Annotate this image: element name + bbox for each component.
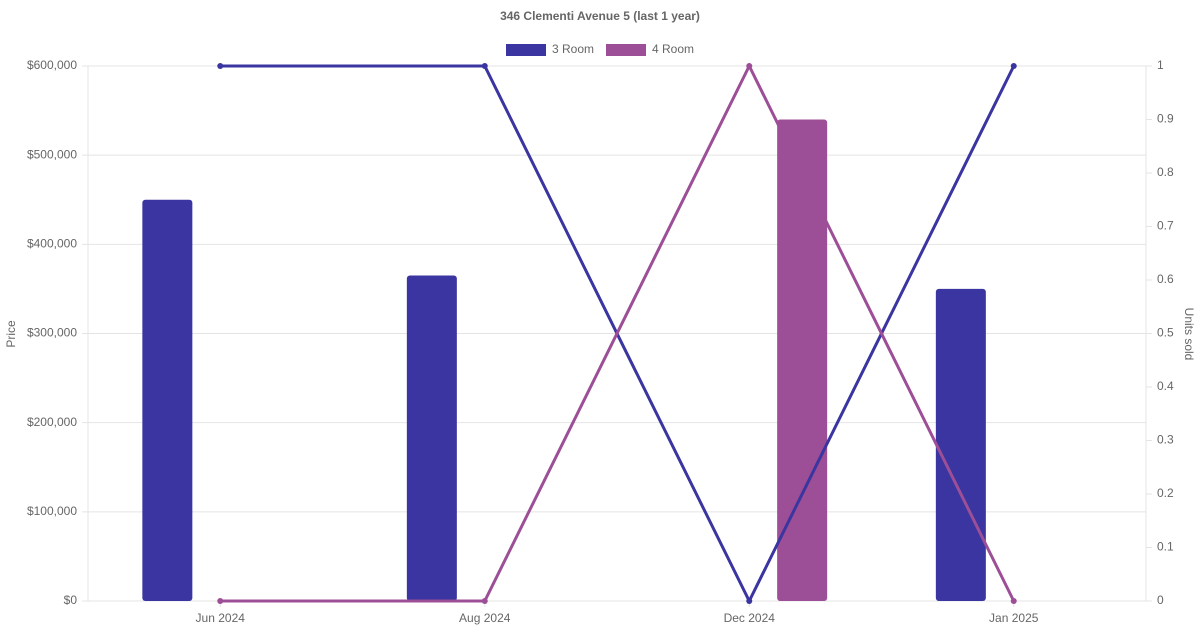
y2-axis-title: Units sold	[1182, 308, 1196, 361]
line-point	[217, 598, 224, 604]
y2-tick-label: 0	[1157, 593, 1164, 607]
y2-tick-label: 0.1	[1157, 540, 1174, 554]
line-point	[1010, 598, 1017, 604]
y2-tick-label: 0.6	[1157, 272, 1174, 286]
x-tick-label: Dec 2024	[724, 611, 776, 625]
y2-tick-label: 0.3	[1157, 433, 1174, 447]
y-tick-label: $500,000	[27, 147, 77, 161]
line	[220, 62, 1016, 603]
line-point	[1010, 63, 1017, 69]
y2-tick-label: 0.4	[1157, 379, 1174, 393]
bar	[142, 199, 193, 601]
chart-title: 346 Clementi Avenue 5 (last 1 year)	[500, 9, 700, 23]
bar	[777, 119, 828, 601]
bar	[935, 288, 986, 601]
y2-tick-label: 1	[1157, 58, 1164, 72]
legend-swatch	[506, 44, 546, 56]
y2-tick-label: 0.2	[1157, 486, 1174, 500]
y2-tick-label: 0.9	[1157, 112, 1174, 126]
x-tick-label: Jan 2025	[989, 611, 1039, 625]
y-tick-label: $200,000	[27, 415, 77, 429]
y-tick-label: $0	[64, 593, 78, 607]
line-point	[481, 63, 488, 69]
y-axis-title: Price	[4, 320, 18, 348]
y2-tick-label: 0.8	[1157, 165, 1174, 179]
legend-swatch	[606, 44, 646, 56]
y-tick-label: $100,000	[27, 504, 77, 518]
y-tick-label: $600,000	[27, 58, 77, 72]
line-point	[746, 63, 753, 69]
x-tick-label: Jun 2024	[196, 611, 246, 625]
bar	[406, 275, 457, 601]
legend-label: 3 Room	[552, 42, 594, 56]
y2-tick-label: 0.5	[1157, 326, 1174, 340]
line-point	[481, 598, 488, 604]
line-point	[217, 63, 224, 69]
line-point	[746, 598, 753, 604]
y2-tick-label: 0.7	[1157, 219, 1174, 233]
legend-label: 4 Room	[652, 42, 694, 56]
y-tick-label: $400,000	[27, 237, 77, 251]
y-tick-label: $300,000	[27, 326, 77, 340]
x-tick-label: Aug 2024	[459, 611, 511, 625]
